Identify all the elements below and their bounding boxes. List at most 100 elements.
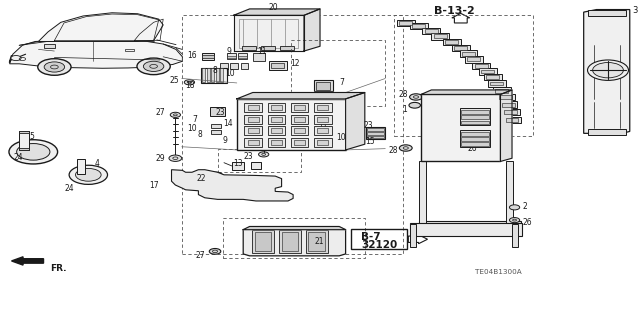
Bar [211, 124, 221, 128]
Bar [316, 82, 330, 90]
Bar [255, 232, 271, 251]
Bar [202, 53, 214, 60]
Circle shape [9, 140, 58, 164]
Circle shape [351, 124, 361, 130]
Bar [237, 99, 346, 150]
Bar [211, 68, 214, 82]
Bar [419, 161, 426, 227]
Bar [282, 232, 298, 251]
Polygon shape [243, 226, 346, 230]
Bar [460, 50, 477, 57]
Bar [502, 109, 520, 115]
Bar [410, 224, 416, 247]
Circle shape [188, 81, 191, 83]
Polygon shape [346, 93, 365, 150]
Bar [484, 74, 502, 80]
Bar [248, 140, 259, 145]
Bar [44, 44, 55, 48]
Circle shape [69, 165, 108, 184]
Bar [306, 230, 328, 253]
Text: 10: 10 [188, 124, 197, 133]
Bar [425, 29, 438, 33]
Bar [367, 136, 384, 138]
Bar [241, 63, 248, 69]
Bar [227, 53, 236, 59]
Text: 11: 11 [318, 123, 328, 132]
Bar [443, 39, 461, 45]
Bar [461, 121, 489, 124]
Circle shape [399, 145, 412, 151]
Bar [394, 15, 533, 136]
Bar [251, 162, 261, 169]
Text: 18: 18 [185, 81, 195, 90]
Circle shape [259, 152, 269, 157]
Circle shape [593, 63, 623, 78]
Bar [461, 132, 489, 136]
Circle shape [409, 102, 420, 108]
Bar [479, 68, 497, 75]
Text: 2: 2 [522, 202, 527, 211]
Text: FR.: FR. [50, 264, 67, 273]
Text: 23: 23 [244, 152, 253, 161]
Bar [488, 80, 506, 87]
Bar [367, 132, 384, 135]
Bar [588, 129, 626, 135]
Text: 28: 28 [388, 146, 398, 155]
Polygon shape [10, 40, 182, 68]
Text: TE04B1300A: TE04B1300A [474, 269, 522, 275]
Circle shape [509, 218, 520, 223]
Bar [280, 46, 294, 50]
Text: B-7: B-7 [361, 232, 381, 242]
Bar [238, 53, 247, 59]
Text: 12: 12 [291, 59, 300, 68]
Text: 7: 7 [192, 115, 197, 124]
Circle shape [210, 172, 223, 179]
Circle shape [184, 80, 195, 85]
Text: 28: 28 [399, 90, 408, 99]
Bar [271, 128, 282, 133]
Bar [499, 95, 512, 99]
Bar [218, 149, 301, 172]
Bar [253, 53, 265, 61]
Bar [452, 45, 470, 51]
Bar [238, 56, 247, 58]
Bar [317, 105, 328, 110]
Bar [419, 221, 521, 227]
Bar [244, 115, 262, 124]
Bar [19, 131, 29, 150]
Text: 17: 17 [149, 181, 159, 189]
Bar [493, 87, 511, 94]
Bar [182, 15, 403, 254]
Bar [291, 115, 308, 124]
Bar [314, 115, 332, 124]
Text: 10: 10 [336, 133, 346, 142]
Bar [230, 63, 238, 69]
Text: B-13-2: B-13-2 [434, 5, 475, 16]
Text: 1: 1 [403, 105, 407, 114]
Bar [227, 56, 236, 58]
Bar [472, 63, 490, 69]
Bar [305, 94, 316, 100]
Text: 32120: 32120 [361, 240, 397, 250]
Text: 5: 5 [29, 132, 35, 141]
Polygon shape [421, 90, 512, 94]
Bar [308, 232, 325, 251]
Text: 25: 25 [170, 76, 179, 85]
Bar [294, 105, 305, 110]
Polygon shape [172, 170, 293, 201]
Polygon shape [38, 13, 163, 41]
Bar [512, 224, 518, 247]
Bar [351, 229, 407, 249]
Text: 16: 16 [188, 51, 197, 60]
FancyArrow shape [12, 257, 44, 265]
Bar [410, 23, 428, 29]
Bar [349, 133, 364, 140]
Bar [19, 131, 29, 133]
Bar [445, 40, 458, 44]
Circle shape [454, 143, 465, 148]
Bar [291, 138, 308, 147]
Bar [269, 61, 287, 70]
Bar [481, 70, 494, 73]
Bar [460, 108, 490, 125]
Circle shape [11, 56, 21, 61]
